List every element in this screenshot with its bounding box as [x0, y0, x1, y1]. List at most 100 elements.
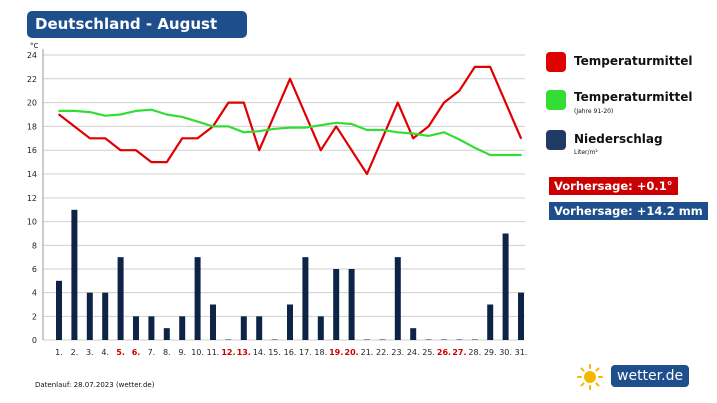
precip-bar	[441, 339, 447, 340]
temp-avg-series-line	[59, 108, 521, 157]
temp-point	[181, 137, 184, 140]
x-tick-label: 7.	[148, 348, 156, 357]
temp-point	[58, 113, 60, 116]
temp-tick-label: 18	[27, 122, 37, 131]
temp-point	[504, 101, 507, 104]
temp-avg-point	[443, 131, 445, 134]
temp-avg-point	[412, 132, 415, 135]
temp-avg-point	[196, 120, 199, 123]
temp-point	[73, 125, 76, 128]
temp-avg-point	[150, 108, 153, 111]
temp-avg-point	[335, 121, 338, 124]
temp-point	[489, 66, 492, 68]
temp-tick-label: 24	[27, 51, 37, 60]
x-tick-label: 4.	[101, 348, 109, 357]
legend-precip-label: Niederschlag	[574, 132, 663, 146]
legend-temp-avg-label: Temperaturmittel	[574, 90, 693, 104]
temp-avg-point	[165, 113, 168, 116]
temp-avg-point	[273, 127, 276, 130]
x-tick-label: 1.	[55, 348, 63, 357]
temp-avg-point	[520, 154, 522, 156]
x-tick-label: 14.	[253, 348, 266, 357]
x-tick-label: 30.	[499, 348, 512, 357]
temp-point	[366, 173, 368, 175]
temp-avg-point	[489, 154, 492, 156]
temp-point	[412, 137, 415, 140]
temp-avg-point	[350, 123, 353, 125]
x-tick-label: 24.	[407, 348, 420, 357]
temp-series-line	[58, 65, 523, 176]
temp-point	[150, 161, 153, 164]
sun-icon	[577, 364, 603, 390]
x-tick-label: 21.	[361, 348, 374, 357]
x-tick-label: 16.	[284, 348, 297, 357]
temp-avg-point	[119, 113, 122, 116]
precip-tick-label: 8	[32, 241, 37, 250]
temp-point	[381, 137, 384, 140]
precip-bar	[502, 233, 509, 340]
x-tick-label: 8.	[163, 348, 171, 357]
x-tick-label: 17.	[299, 348, 312, 357]
precip-bar	[271, 339, 278, 340]
temp-point	[473, 66, 476, 68]
legend-precip-sub: Liter/m²	[574, 149, 598, 156]
temp-point	[196, 137, 199, 140]
temp-avg-point	[304, 126, 307, 129]
temp-avg-point	[58, 110, 60, 112]
temp-point	[520, 137, 522, 140]
x-tick-label: 26.	[437, 348, 451, 357]
data-run-footer: Datenlauf: 28.07.2023 (wetter.de)	[35, 381, 155, 389]
precip-bar	[518, 292, 524, 340]
temp-point	[135, 149, 137, 152]
precip-bar	[394, 257, 401, 340]
temp-point	[227, 101, 230, 104]
temp-avg-point	[289, 126, 291, 129]
precip-bar	[317, 316, 324, 340]
x-tick-label: 3.	[86, 348, 94, 357]
precip-tick-label: 2	[32, 312, 37, 321]
precip-bar	[163, 328, 170, 340]
precip-bar	[179, 316, 186, 340]
precip-bar	[425, 339, 432, 340]
temp-point	[258, 149, 261, 152]
x-tick-label: 11.	[207, 348, 220, 357]
precip-bar	[56, 280, 62, 340]
precip-tick-label: 12	[27, 194, 37, 203]
legend-temp-avg-sub: (Jahre 91-20)	[574, 108, 614, 115]
precip-bar	[302, 257, 309, 340]
legend-precip-swatch	[546, 130, 566, 150]
x-tick-label: 29.	[484, 348, 497, 357]
x-tick-label: 25.	[422, 348, 435, 357]
x-tick-label: 6.	[132, 348, 141, 357]
temp-avg-point	[319, 124, 322, 127]
temp-point	[304, 113, 307, 116]
x-tick-label: 27.	[452, 348, 466, 357]
x-tick-label: 31.	[515, 348, 528, 357]
temp-point	[119, 149, 122, 152]
temp-avg-point	[104, 114, 107, 117]
temp-avg-point	[135, 110, 137, 112]
temp-avg-point	[473, 146, 476, 149]
precip-bar	[348, 269, 355, 340]
chart-title: Deutschland - August	[27, 11, 247, 38]
temp-point	[335, 125, 338, 128]
precip-bar	[117, 257, 124, 340]
precip-bar	[71, 209, 78, 340]
temp-avg-point	[381, 129, 384, 131]
temp-point	[242, 101, 245, 104]
precip-bar	[148, 316, 155, 340]
precip-bar	[102, 292, 109, 340]
temp-point	[88, 137, 91, 140]
x-tick-label: 28.	[468, 348, 481, 357]
precip-bar	[287, 304, 293, 340]
precip-bar	[487, 304, 494, 340]
temp-avg-point	[227, 125, 230, 128]
temp-avg-point	[458, 138, 461, 141]
temp-unit-label: °C	[30, 42, 39, 50]
precip-tick-label: 4	[32, 289, 37, 298]
forecast-temp-badge: Vorhersage: +0.1°	[549, 177, 678, 195]
forecast-precip-badge: Vorhersage: +14.2 mm	[549, 202, 708, 220]
temp-tick-label: 22	[27, 75, 37, 84]
x-tick-label: 22.	[376, 348, 389, 357]
